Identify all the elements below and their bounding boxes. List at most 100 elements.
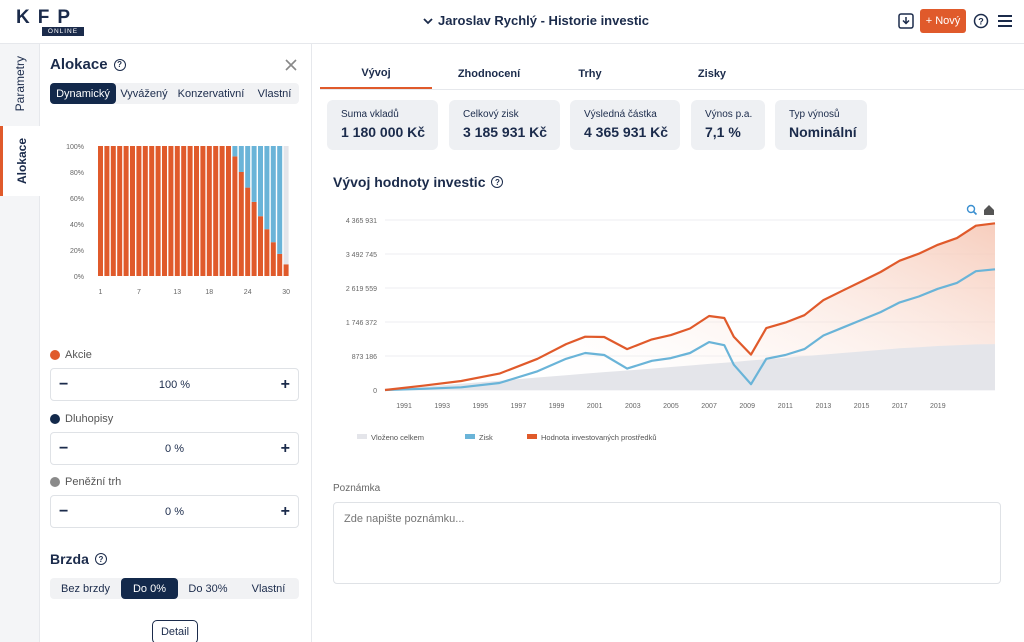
- x-tick-label: 7: [137, 289, 141, 296]
- x-tick-label: 2003: [625, 403, 641, 410]
- logo-letter-f: F: [37, 7, 50, 28]
- home-icon[interactable]: [984, 205, 994, 215]
- stocks-bar: [168, 146, 174, 276]
- y-tick-label: 0: [373, 388, 377, 395]
- penezni-trh-value[interactable]: 0 %: [165, 506, 184, 518]
- legend-label: Hodnota investovaných prostředků: [541, 433, 657, 442]
- akcie-value[interactable]: 100 %: [158, 379, 191, 391]
- client-title-dropdown[interactable]: Jaroslav Rychlý - Historie investic: [422, 13, 649, 28]
- x-tick-label: 2007: [701, 403, 717, 410]
- help-icon[interactable]: ?: [491, 176, 504, 188]
- summary-card-suma-vkladu: Suma vkladů 1 180 000 Kč: [327, 100, 438, 150]
- legend-swatch: [527, 434, 537, 439]
- stocks-bar: [123, 146, 129, 276]
- close-icon[interactable]: [284, 58, 298, 72]
- minus-icon[interactable]: −: [59, 440, 69, 457]
- main-tabs: Vývoj Zhodnocení Trhy Zisky: [320, 58, 1024, 90]
- help-icon[interactable]: ?: [94, 553, 107, 565]
- side-tab-alokace-label: Alokace: [14, 137, 29, 185]
- legend-swatch: [357, 434, 367, 439]
- new-button[interactable]: + Nový: [920, 9, 966, 33]
- stocks-bar: [194, 146, 199, 276]
- x-tick-label: 2005: [663, 403, 679, 410]
- plus-icon[interactable]: +: [280, 440, 290, 457]
- stocks-bar: [104, 146, 110, 276]
- help-icon[interactable]: ?: [972, 12, 990, 30]
- dluhopisy-value[interactable]: 0 %: [165, 443, 184, 455]
- download-icon[interactable]: [897, 12, 915, 30]
- side-tab-bar: Parametry Alokace: [0, 44, 40, 642]
- minus-icon[interactable]: −: [59, 376, 69, 393]
- stocks-bar: [245, 187, 251, 276]
- y-tick-label: 80%: [70, 170, 84, 177]
- stocks-bar: [200, 146, 206, 276]
- zisk-line: [384, 268, 996, 392]
- tab-trhy[interactable]: Trhy: [578, 67, 602, 80]
- vlozeno-area: [385, 344, 995, 390]
- plus-icon[interactable]: +: [280, 376, 290, 393]
- dluhopisy-stepper: − 0 % +: [50, 432, 299, 465]
- logo-letters: K F P: [16, 7, 84, 29]
- stocks-bar: [155, 146, 161, 276]
- bonds-bar: [251, 146, 257, 202]
- chart-title: Vývoj hodnoty investic ?: [333, 174, 504, 190]
- stocks-bar: [142, 146, 148, 276]
- x-tick-label: 2017: [892, 403, 908, 410]
- profile-option-dynamicky[interactable]: Dynamický: [50, 83, 116, 104]
- alokace-title: Alokace: [50, 56, 108, 73]
- allocation-chart: 100% 80% 60% 40% 20% 0% 1 7 13 18 24 30: [66, 144, 290, 296]
- plus-icon[interactable]: +: [280, 503, 290, 520]
- summary-label: Typ výnosů: [789, 109, 840, 120]
- stocks-bar: [174, 146, 180, 276]
- detail-button[interactable]: Detail: [152, 620, 198, 642]
- zoom-icon[interactable]: [966, 204, 978, 216]
- akcie-stepper: − 100 % +: [50, 368, 299, 401]
- bonds-bar: [264, 146, 270, 230]
- summary-value: Nominální: [789, 124, 857, 140]
- x-tick-label: 1: [99, 289, 103, 296]
- summary-label: Výsledná částka: [584, 109, 657, 120]
- note-textarea[interactable]: [333, 502, 1001, 584]
- stocks-bar: [117, 146, 123, 276]
- tab-zisky[interactable]: Zisky: [697, 67, 727, 80]
- stocks-bar: [226, 146, 231, 276]
- summary-value: 4 365 931 Kč: [584, 124, 669, 140]
- brzda-option-bez-brzdy[interactable]: Bez brzdy: [61, 582, 110, 595]
- asset-label-akcie: Akcie: [50, 349, 92, 361]
- y-tick-label: 100%: [66, 144, 84, 151]
- y-tick-label: 873 186: [352, 354, 377, 361]
- summary-card-vynos: Výnos p.a. 7,1 %: [691, 100, 765, 150]
- stocks-bar: [98, 146, 103, 276]
- y-tick-label: 1 746 372: [346, 320, 377, 327]
- cash-bar: [283, 146, 289, 265]
- hodnota-line: [384, 222, 996, 392]
- profile-option-konzervativni[interactable]: Konzervativní: [177, 87, 245, 100]
- kfp-logo[interactable]: K F P ONLINE: [16, 7, 84, 37]
- x-tick-label: 2015: [854, 403, 870, 410]
- asset-name-akcie: Akcie: [65, 349, 92, 361]
- profile-option-vlastni[interactable]: Vlastní: [257, 87, 292, 100]
- asset-dot-penezni-trh: [50, 477, 60, 487]
- asset-label-dluhopisy: Dluhopisy: [50, 413, 113, 425]
- asset-name-dluhopisy: Dluhopisy: [65, 413, 114, 425]
- brzda-option-do-0[interactable]: Do 0%: [121, 578, 178, 599]
- summary-card-vysledna-castka: Výsledná částka 4 365 931 Kč: [570, 100, 680, 150]
- brzda-option-vlastni[interactable]: Vlastní: [251, 582, 286, 595]
- brzda-option-do-30[interactable]: Do 30%: [188, 582, 228, 595]
- top-bar: K F P ONLINE Jaroslav Rychlý - Historie …: [0, 0, 1024, 44]
- x-tick-label: 1995: [473, 403, 489, 410]
- help-icon[interactable]: ?: [113, 58, 126, 71]
- profile-selector: Dynamický Vyvážený Konzervativní Vlastní: [50, 83, 299, 104]
- tab-vyvoj[interactable]: Vývoj: [320, 58, 432, 89]
- minus-icon[interactable]: −: [59, 503, 69, 520]
- stocks-bar: [206, 146, 212, 276]
- side-tab-alokace[interactable]: Alokace: [0, 126, 40, 196]
- brzda-selector: Bez brzdy Do 0% Do 30% Vlastní: [50, 578, 299, 599]
- profile-option-vyvazeny[interactable]: Vyvážený: [120, 87, 168, 100]
- hamburger-menu-icon[interactable]: [996, 12, 1014, 30]
- note-label: Poznámka: [333, 483, 381, 494]
- tab-zhodnoceni[interactable]: Zhodnocení: [457, 67, 521, 80]
- stocks-bar: [110, 146, 116, 276]
- side-tab-parametry[interactable]: Parametry: [0, 44, 40, 124]
- page-title: Jaroslav Rychlý - Historie investic: [438, 13, 649, 28]
